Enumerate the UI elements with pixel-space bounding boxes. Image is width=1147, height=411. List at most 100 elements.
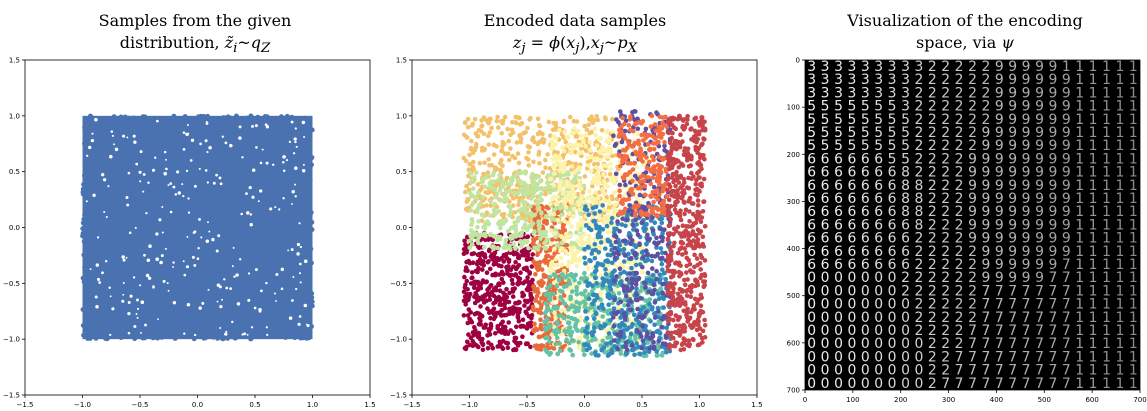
scatter-gap: [215, 249, 219, 253]
scatter-gap: [139, 180, 142, 183]
scatter-point: [489, 342, 494, 348]
scatter-point: [201, 114, 207, 119]
scatter-point: [511, 330, 516, 336]
scatter-point: [206, 293, 212, 298]
scatter-point: [241, 220, 246, 226]
scatter-gap: [290, 120, 294, 124]
scatter-gap: [212, 181, 216, 185]
scatter-point: [145, 318, 150, 324]
scatter-point: [468, 234, 474, 239]
scatter-point: [80, 307, 86, 312]
scatter-point: [240, 118, 246, 124]
scatter-point: [97, 308, 103, 314]
scatter-point: [306, 273, 311, 279]
x-tick-label: 0.5: [249, 401, 260, 409]
scatter-point: [505, 126, 511, 132]
scatter-gap: [218, 176, 222, 180]
scatter-gap: [280, 287, 284, 291]
scatter-point: [232, 204, 237, 210]
scatter-point: [543, 191, 548, 197]
scatter-point: [264, 154, 269, 160]
scatter-point: [96, 177, 101, 183]
scatter-point: [506, 259, 512, 265]
scatter-point: [192, 322, 198, 327]
scatter-point: [157, 334, 162, 340]
scatter-point: [521, 131, 526, 136]
scatter-gap: [165, 167, 168, 171]
scatter-point: [158, 315, 164, 321]
scatter-point: [483, 325, 488, 330]
scatter-point: [599, 127, 605, 133]
scatter-point: [474, 292, 479, 298]
scatter-point: [305, 168, 310, 174]
scatter-point: [528, 279, 534, 285]
scatter-gap: [253, 306, 257, 310]
scatter-point: [477, 282, 482, 288]
scatter-point: [190, 150, 196, 156]
scatter-point: [477, 160, 483, 166]
scatter-point: [188, 308, 194, 313]
scatter-point: [177, 314, 183, 320]
scatter-point: [286, 213, 291, 219]
panel3-title: Visualization of the encoding space, via…: [800, 10, 1130, 54]
scatter-point: [180, 223, 186, 228]
scatter-point: [208, 164, 214, 170]
scatter-point: [134, 121, 140, 127]
scatter-point: [306, 252, 312, 258]
scatter-point: [199, 291, 205, 296]
scatter-point: [285, 257, 290, 263]
scatter-point: [98, 201, 103, 206]
scatter-point: [83, 285, 89, 290]
scatter-point: [307, 139, 313, 145]
scatter-point: [531, 159, 536, 165]
scatter-point: [483, 190, 489, 195]
scatter-point: [257, 331, 262, 337]
scatter-point: [164, 310, 170, 315]
x-tick-label: −0.5: [519, 401, 536, 409]
scatter-gap: [301, 168, 306, 173]
scatter-gap: [183, 332, 186, 335]
scatter-point: [246, 181, 251, 187]
scatter-gap: [172, 265, 175, 268]
scatter-gap: [165, 158, 167, 161]
scatter-gap: [238, 258, 242, 261]
scatter-point: [162, 326, 168, 331]
scatter-point: [139, 138, 145, 144]
scatter-point: [561, 119, 567, 125]
scatter-point: [293, 223, 299, 229]
scatter-gap: [219, 304, 223, 309]
scatter-point: [80, 323, 86, 328]
scatter-point: [586, 163, 592, 168]
scatter-gap: [215, 173, 218, 177]
scatter-point: [521, 293, 527, 298]
scatter-point: [264, 186, 270, 192]
scatter-point: [171, 113, 177, 119]
scatter-point: [489, 289, 495, 295]
scatter-point: [131, 115, 137, 121]
scatter-gap: [288, 316, 293, 320]
scatter-point: [575, 238, 580, 244]
scatter-point: [108, 221, 114, 227]
scatter-point: [82, 204, 88, 209]
scatter-point: [118, 335, 124, 340]
scatter-gap: [142, 190, 145, 193]
scatter-point: [482, 213, 487, 219]
scatter-point: [538, 317, 543, 323]
scatter-point: [301, 249, 307, 255]
scatter-point: [164, 198, 170, 204]
scatter-point: [83, 314, 88, 320]
scatter-point: [102, 306, 108, 312]
scatter-point: [468, 208, 474, 213]
scatter-point: [303, 333, 309, 338]
scatter-point: [475, 287, 481, 293]
scatter-point: [464, 292, 470, 297]
scatter-gap: [254, 268, 258, 272]
scatter-point: [245, 233, 251, 238]
scatter-point: [291, 198, 297, 204]
scatter-point: [122, 114, 128, 120]
scatter-point: [465, 116, 471, 122]
scatter-point: [304, 308, 309, 313]
y-tick-label: 0.5: [9, 168, 20, 176]
scatter-point: [228, 326, 233, 332]
scatter-point: [200, 254, 206, 259]
